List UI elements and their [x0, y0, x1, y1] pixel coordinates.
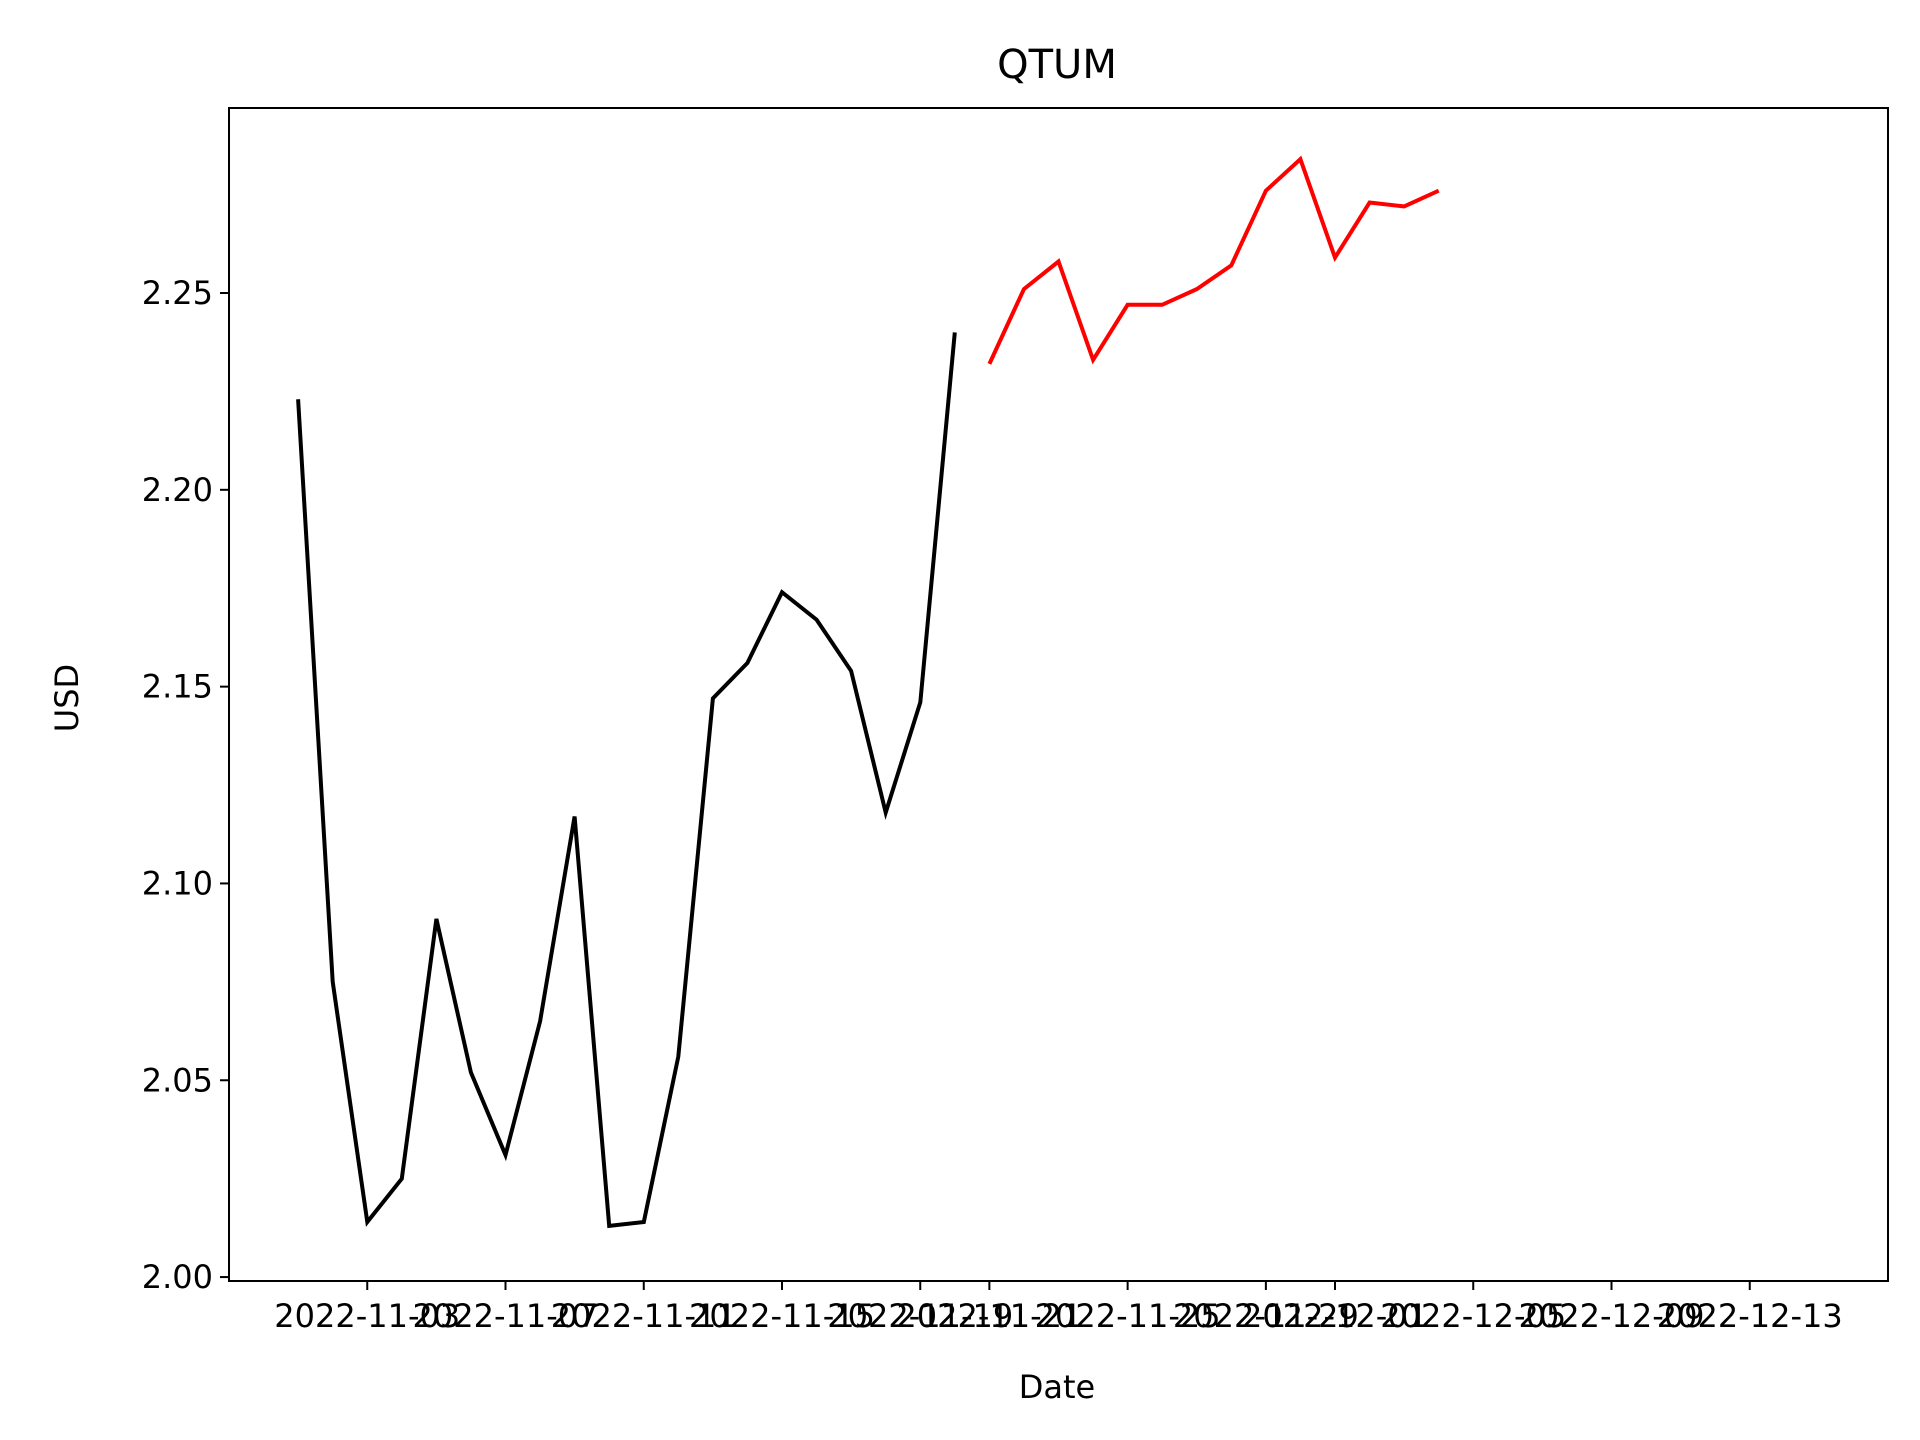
x-tick-label: 2022-11-19 [827, 1297, 1013, 1335]
series-line [296, 332, 957, 1229]
x-tick-label: 2022-11-07 [413, 1297, 599, 1335]
series-1 [296, 332, 957, 1229]
x-tick-label: 2022-11-11 [551, 1297, 737, 1335]
x-axis-ticks: 2022-11-032022-11-072022-11-112022-11-15… [274, 1281, 1843, 1335]
series-layer [296, 155, 1440, 1229]
y-tick-label: 2.05 [142, 1061, 213, 1099]
x-tick-label: 2022-11-15 [689, 1297, 875, 1335]
y-axis-label: USD [48, 664, 86, 732]
y-tick-label: 2.00 [142, 1258, 213, 1296]
x-axis-label: Date [1019, 1368, 1095, 1406]
x-tick-label: 2022-12-13 [1657, 1297, 1843, 1335]
plot-area-frame [228, 107, 1889, 1282]
x-tick-label: 2022-11-25 [1035, 1297, 1221, 1335]
x-tick-label: 2022-11-03 [274, 1297, 460, 1335]
y-axis-ticks: 2.00 2.05 2.10 2.15 2.20 2.25 [142, 274, 229, 1296]
x-tick-label: 2022-12-05 [1380, 1297, 1566, 1335]
x-tick-label: 2022-11-29 [1173, 1297, 1359, 1335]
y-tick-label: 2.20 [142, 471, 213, 509]
series-line [987, 155, 1440, 365]
chart-title: QTUM [997, 42, 1117, 88]
x-tick-label: 2022-11-21 [896, 1297, 1082, 1335]
y-tick-label: 2.25 [142, 274, 213, 312]
y-tick-label: 2.15 [142, 668, 213, 706]
y-tick-label: 2.10 [142, 864, 213, 902]
x-tick-label: 2022-12-01 [1242, 1297, 1428, 1335]
x-tick-label: 2022-12-09 [1519, 1297, 1705, 1335]
series-2 [987, 155, 1440, 365]
